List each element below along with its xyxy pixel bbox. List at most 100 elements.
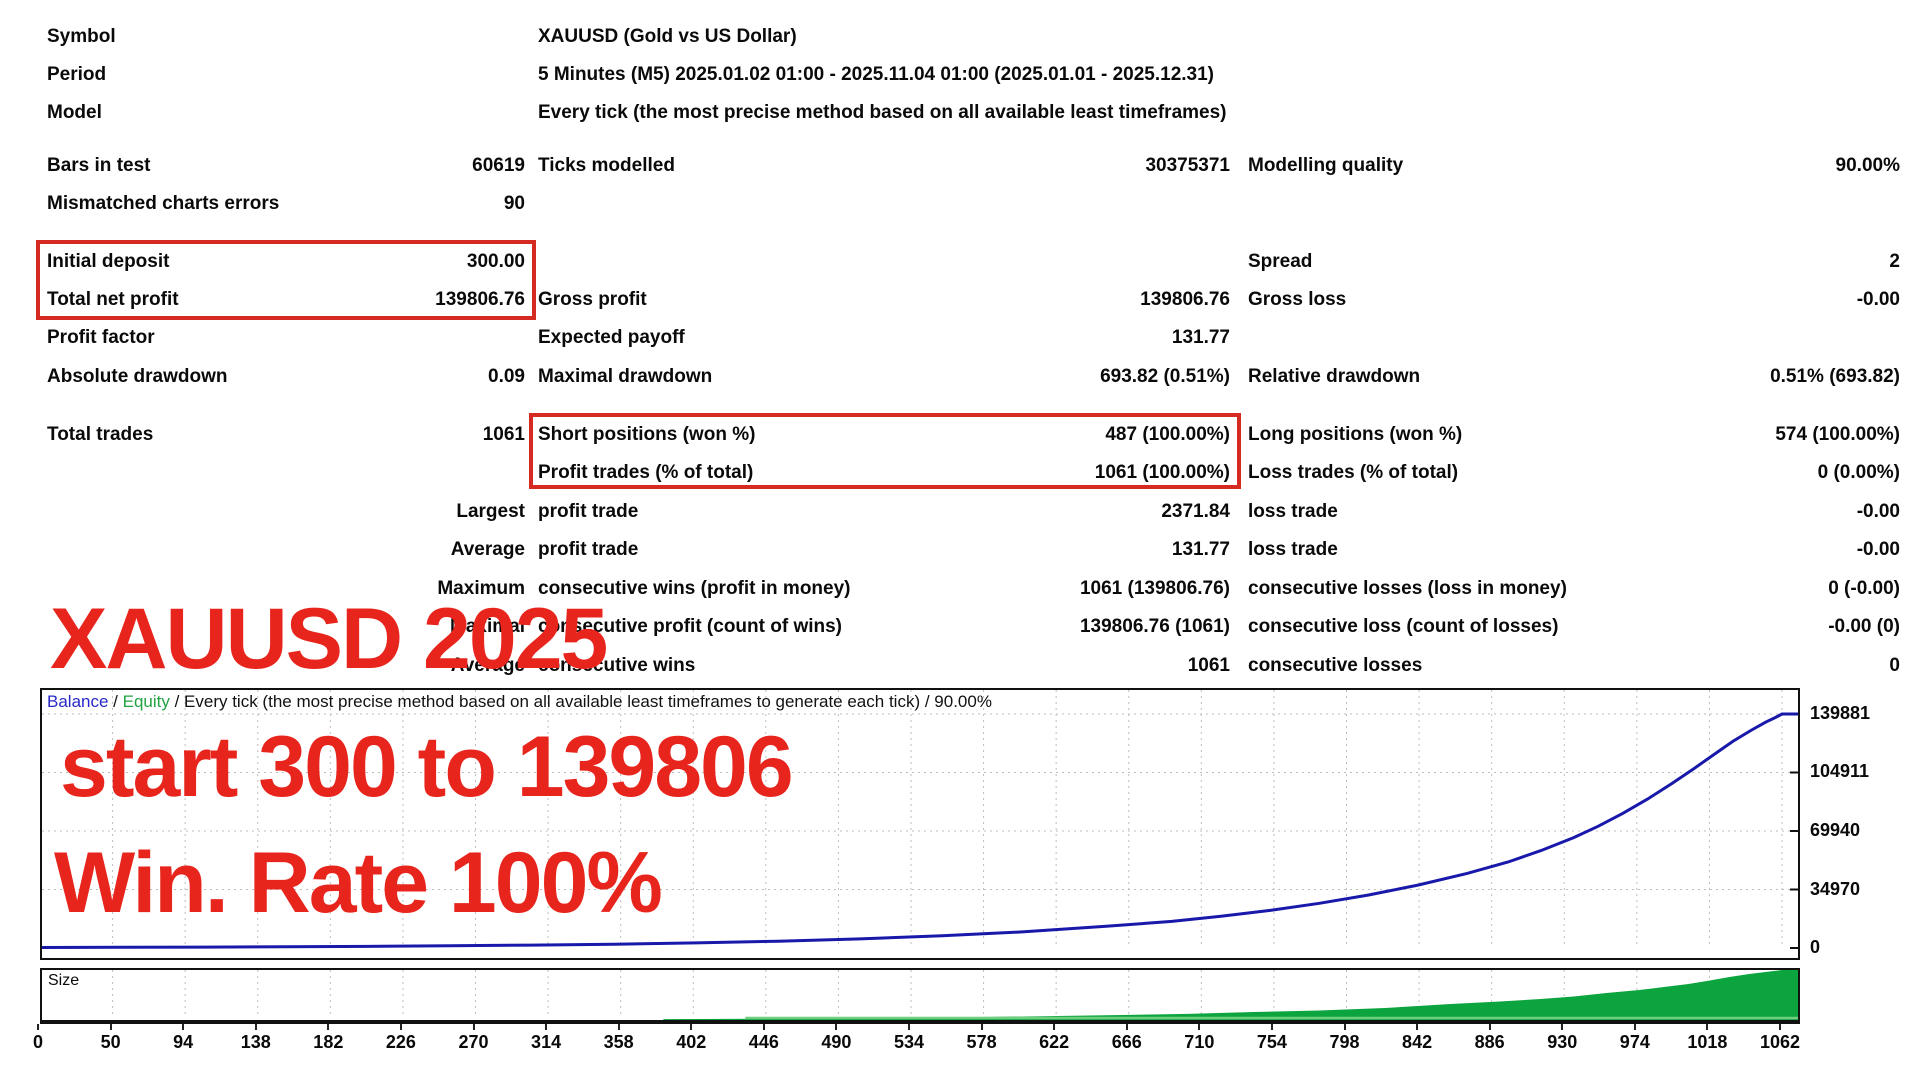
y-axis-label: 69940 bbox=[1810, 820, 1861, 840]
header-row: Symbol XAUUSD (Gold vs US Dollar) bbox=[0, 23, 1920, 51]
x-axis-tick bbox=[545, 1024, 548, 1030]
x-axis-tick bbox=[690, 1024, 693, 1030]
stat-value: 90 bbox=[503, 193, 525, 214]
stat-cell: Average bbox=[47, 652, 525, 680]
stat-cell: Profit trades (% of total) 1061 (100.00%) bbox=[538, 459, 1230, 487]
x-axis-label: 1018 bbox=[1687, 1032, 1728, 1052]
y-axis-label: 0 bbox=[1810, 937, 1821, 957]
stat-value: 131.77 bbox=[1171, 539, 1230, 560]
header-value: 5 Minutes (M5) 2025.01.02 01:00 - 2025.1… bbox=[538, 64, 1215, 85]
x-axis-label: 0 bbox=[32, 1032, 44, 1052]
x-axis-tick bbox=[1125, 1024, 1128, 1030]
stat-value: 1061 (100.00%) bbox=[1094, 462, 1230, 483]
legend-equity: Equity bbox=[122, 692, 170, 711]
size-label: Size bbox=[48, 972, 80, 989]
x-axis-tick bbox=[617, 1024, 620, 1030]
stat-value: Largest bbox=[456, 501, 525, 522]
x-axis-tick bbox=[1416, 1024, 1419, 1030]
stat-label: Gross profit bbox=[538, 289, 647, 310]
x-axis-label: 1062 bbox=[1759, 1032, 1801, 1052]
stat-cell: consecutive wins (profit in money) 1061 (… bbox=[538, 575, 1230, 603]
stat-cell: Profit factor bbox=[47, 324, 525, 352]
stat-value: 300.00 bbox=[466, 251, 525, 272]
stat-value: 131.77 bbox=[1171, 327, 1230, 348]
stat-cell: loss trade -0.00 bbox=[1248, 498, 1900, 526]
x-axis-label: 446 bbox=[748, 1032, 779, 1052]
size-area-plot bbox=[112, 970, 1798, 1020]
header-row: Period 5 Minutes (M5) 2025.01.02 01:00 - … bbox=[0, 61, 1920, 89]
stat-label: profit trade bbox=[538, 501, 639, 522]
header-label: Symbol bbox=[47, 26, 116, 47]
stat-label: loss trade bbox=[1248, 539, 1338, 560]
stat-value: 2 bbox=[1889, 251, 1900, 272]
x-axis-tick bbox=[37, 1024, 39, 1030]
x-axis-label: 842 bbox=[1402, 1032, 1433, 1052]
stat-value: 1061 bbox=[1187, 655, 1230, 676]
stat-row: Maximum consecutive wins (profit in money… bbox=[0, 575, 1920, 603]
x-axis-label: 402 bbox=[676, 1032, 707, 1052]
x-axis-label: 226 bbox=[385, 1032, 416, 1052]
stat-value: Maximal bbox=[450, 616, 525, 637]
stat-value: Average bbox=[450, 655, 525, 676]
stat-label: Loss trades (% of total) bbox=[1248, 462, 1459, 483]
stat-row: Initial deposit 300.00 Spread 2 bbox=[0, 248, 1920, 276]
stat-cell bbox=[538, 190, 1230, 218]
stat-label: Bars in test bbox=[47, 155, 151, 176]
stat-label: Initial deposit bbox=[47, 251, 170, 272]
stat-label: Ticks modelled bbox=[538, 155, 675, 176]
stat-label: Short positions (won %) bbox=[538, 424, 756, 445]
x-axis-tick bbox=[908, 1024, 910, 1030]
x-axis-label: 314 bbox=[531, 1032, 562, 1052]
x-axis-tick bbox=[1779, 1024, 1781, 1030]
stat-value: 60619 bbox=[472, 155, 525, 176]
stat-cell: Spread 2 bbox=[1248, 248, 1900, 276]
stat-value: 0.51% (693.82) bbox=[1770, 366, 1900, 387]
stat-cell: Absolute drawdown 0.09 bbox=[47, 363, 525, 391]
stat-cell: Expected payoff 131.77 bbox=[538, 324, 1230, 352]
x-axis-label: 886 bbox=[1474, 1032, 1505, 1052]
stat-label: Spread bbox=[1248, 251, 1313, 272]
x-axis-label: 710 bbox=[1184, 1032, 1215, 1052]
stat-value: 139806.76 bbox=[1140, 289, 1230, 310]
x-axis-label: 754 bbox=[1256, 1032, 1287, 1052]
stat-label: loss trade bbox=[1248, 501, 1338, 522]
stat-label: Total trades bbox=[47, 424, 154, 445]
legend-quality: 90.00% bbox=[934, 692, 992, 711]
x-axis-label: 50 bbox=[100, 1032, 121, 1052]
x-axis-tick bbox=[327, 1024, 330, 1030]
stat-cell: consecutive profit (count of wins) 139806… bbox=[538, 613, 1230, 641]
stat-label: Profit trades (% of total) bbox=[538, 462, 754, 483]
balance-curve-plot bbox=[42, 690, 1798, 949]
stat-value: 693.82 (0.51%) bbox=[1100, 366, 1230, 387]
stat-cell: Bars in test 60619 bbox=[47, 152, 525, 180]
stat-label: consecutive losses (loss in money) bbox=[1248, 578, 1567, 599]
stat-cell: loss trade -0.00 bbox=[1248, 536, 1900, 564]
stat-value: 487 (100.00%) bbox=[1105, 424, 1230, 445]
x-axis-label: 622 bbox=[1039, 1032, 1070, 1052]
x-axis-tick bbox=[1561, 1024, 1564, 1030]
x-axis-label: 930 bbox=[1547, 1032, 1578, 1052]
stat-value: 574 (100.00%) bbox=[1775, 424, 1900, 445]
stat-cell: Mismatched charts errors 90 bbox=[47, 190, 525, 218]
size-chart: Size bbox=[40, 968, 1800, 1024]
x-axis-tick bbox=[399, 1024, 402, 1030]
stat-value: Maximum bbox=[437, 578, 525, 599]
x-axis-tick bbox=[1488, 1024, 1491, 1030]
stat-value: 0.09 bbox=[488, 366, 525, 387]
stat-cell: Modelling quality 90.00% bbox=[1248, 152, 1900, 180]
stat-cell: Maximal drawdown 693.82 (0.51%) bbox=[538, 363, 1230, 391]
y-axis-label: 104911 bbox=[1810, 761, 1870, 782]
balance-chart: Balance / Equity / Every tick (the most … bbox=[40, 688, 1800, 960]
stat-label: Maximal drawdown bbox=[538, 366, 713, 387]
stat-row: Bars in test 60619 Ticks modelled 30375371 M… bbox=[0, 152, 1920, 180]
stat-value: 0 (-0.00) bbox=[1828, 578, 1900, 599]
stat-row: Profit trades (% of total) 1061 (100.00%)… bbox=[0, 459, 1920, 487]
stat-label: Mismatched charts errors bbox=[47, 193, 280, 214]
overlay-winrate: Win. Rate 100% bbox=[54, 835, 663, 931]
stat-cell bbox=[538, 248, 1230, 276]
stat-value: 0 bbox=[1889, 655, 1900, 676]
legend-model: Every tick (the most precise method base… bbox=[184, 692, 921, 711]
stat-label: Modelling quality bbox=[1248, 155, 1404, 176]
stat-label: Profit factor bbox=[47, 327, 155, 348]
x-axis-tick bbox=[1343, 1024, 1346, 1030]
